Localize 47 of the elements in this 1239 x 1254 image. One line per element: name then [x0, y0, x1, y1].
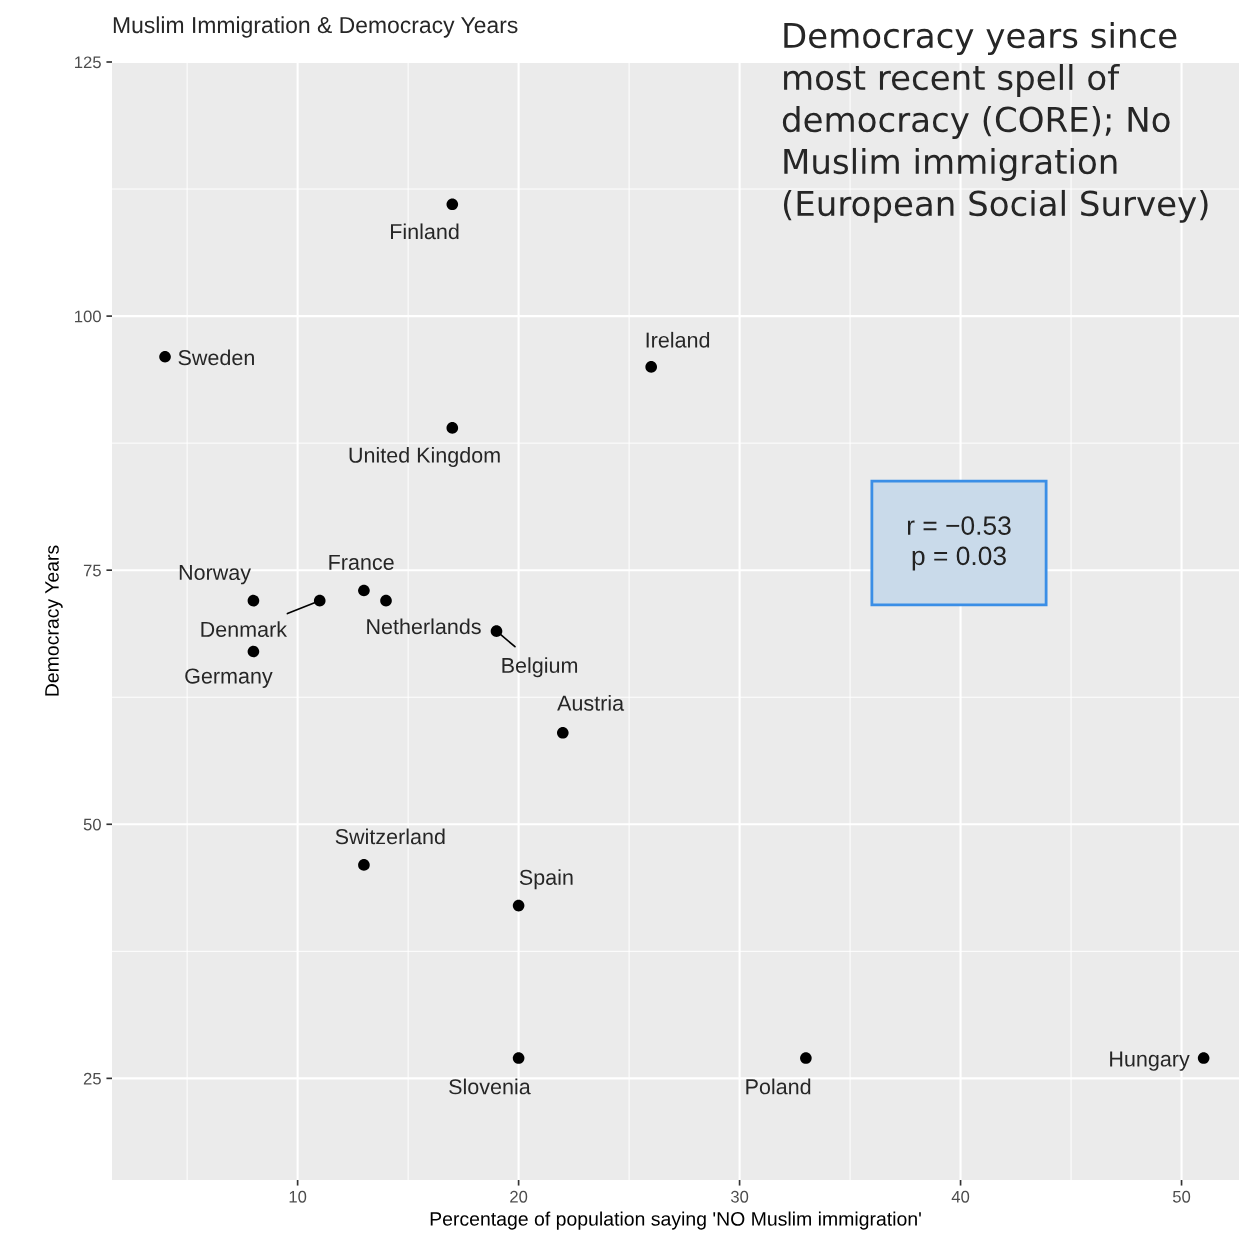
- chart-title: Muslim Immigration & Democracy Years: [113, 16, 518, 38]
- point: [1197, 1052, 1210, 1064]
- annotation: Sweden: [178, 349, 254, 366]
- x-tick-label: 40: [951, 1190, 970, 1203]
- annotation: Netherlands: [367, 618, 481, 635]
- point: [645, 361, 657, 373]
- annotation: Finland: [391, 223, 459, 240]
- x-tick-label: 10: [289, 1190, 307, 1203]
- annotation: Norway: [179, 565, 251, 585]
- point: [159, 350, 171, 363]
- point: [446, 198, 459, 211]
- x-axis-title: Percentage of population saying 'NO Muslim immigration': [430, 1211, 921, 1230]
- annotation: Slovenia: [449, 1078, 531, 1095]
- y-axis-title: Democracy Years: [45, 545, 63, 696]
- point: [313, 594, 326, 607]
- annotation: Spain: [519, 869, 573, 890]
- point: [247, 645, 260, 658]
- y-tick-label: 75: [83, 564, 101, 577]
- point: [247, 594, 260, 607]
- y-tick-label: 100: [75, 310, 101, 323]
- annotation: r = −0.53 p = 0.03: [907, 516, 1011, 571]
- x-tick-label: 50: [1172, 1190, 1191, 1203]
- x-tick-label: 20: [510, 1190, 528, 1203]
- annotation: Denmark: [201, 621, 288, 638]
- point: [358, 584, 370, 597]
- point: [556, 726, 569, 739]
- point: [380, 594, 392, 607]
- annotation: Austria: [557, 694, 625, 711]
- annotation: Hungary: [1110, 1051, 1190, 1071]
- point: [490, 625, 503, 637]
- annotation: Ireland: [646, 331, 710, 348]
- annotation: United Kingdom: [349, 447, 500, 468]
- y-tick-label: 125: [75, 56, 101, 69]
- annotation: Switzerland: [335, 828, 445, 845]
- point: [358, 859, 370, 871]
- y-tick-label: 50: [83, 818, 101, 831]
- point: [512, 1052, 525, 1064]
- annotation: France: [329, 554, 394, 570]
- point: [446, 422, 459, 434]
- annotation: Belgium: [502, 657, 578, 678]
- point: [800, 1052, 812, 1064]
- annotation: Democracy years since most recent spell of democracy (CORE); No Muslim immigration (European Social Survey): [782, 22, 1208, 223]
- point: [512, 899, 525, 912]
- annotation: Germany: [185, 668, 273, 688]
- x-tick-label: 30: [730, 1190, 749, 1203]
- y-tick-label: 25: [83, 1072, 101, 1085]
- annotation: Poland: [746, 1078, 811, 1095]
